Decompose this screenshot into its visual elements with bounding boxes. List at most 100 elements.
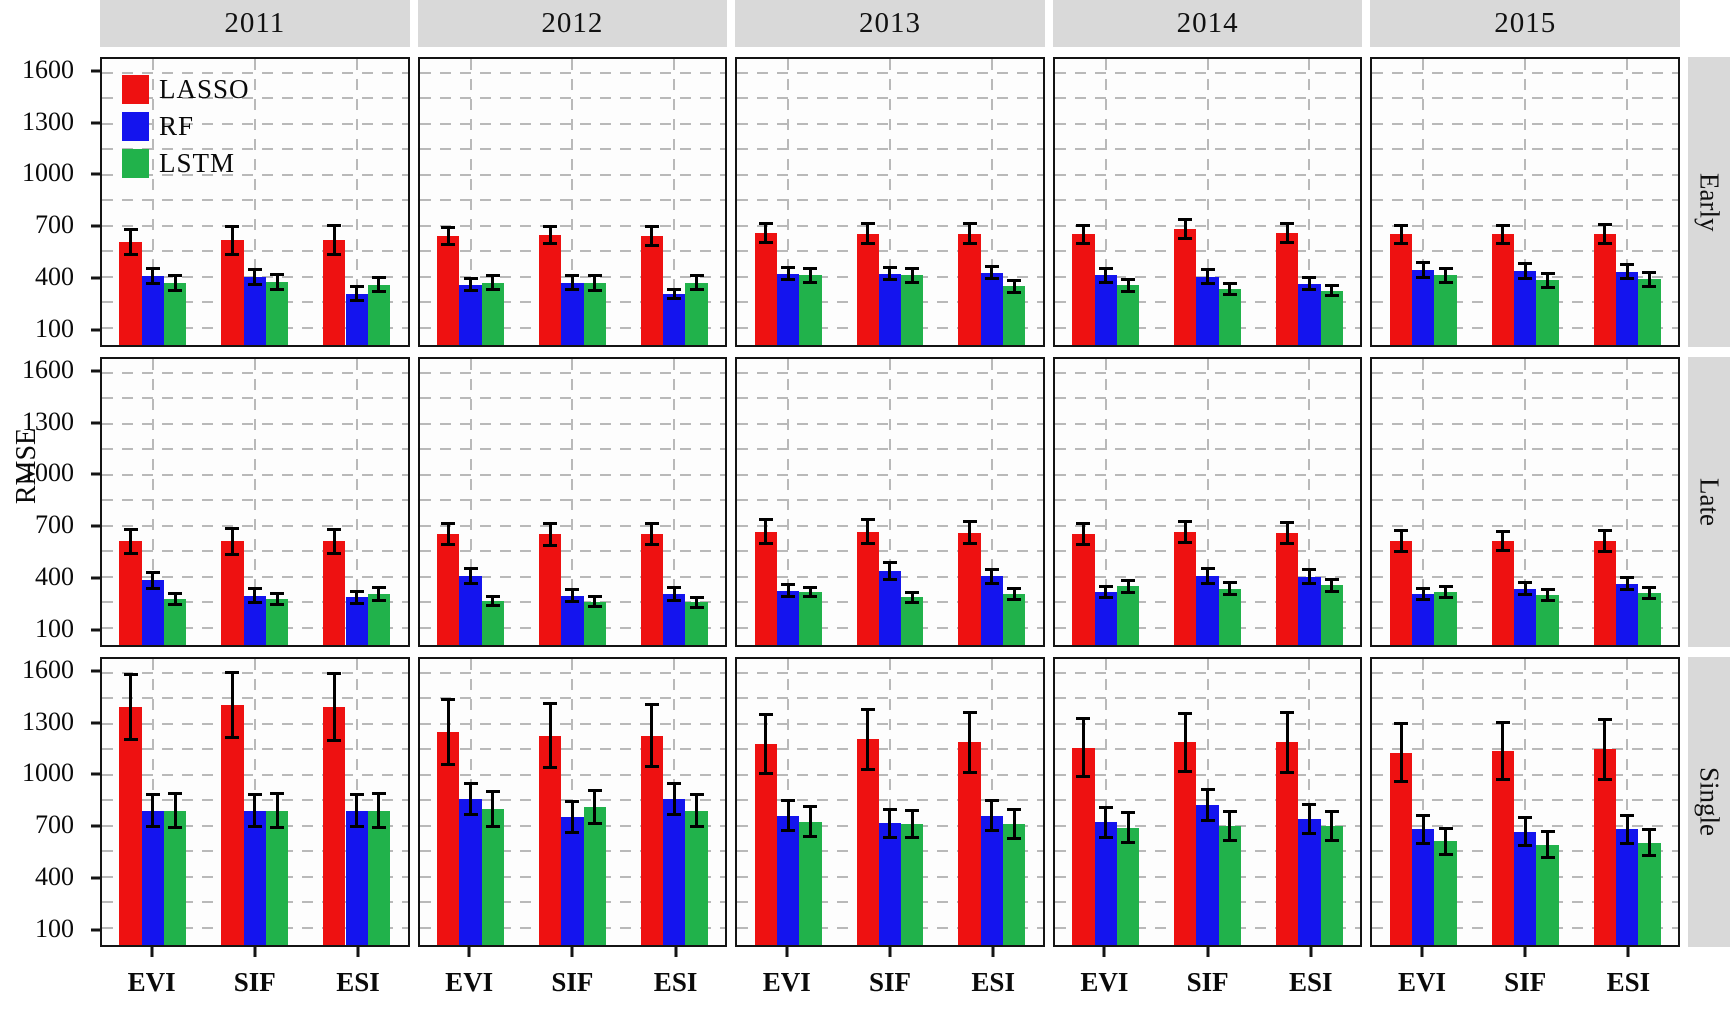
bar-lasso xyxy=(1389,541,1413,645)
error-bar-cap-top xyxy=(1076,522,1091,526)
error-bar-cap-top xyxy=(225,526,240,530)
bar-lasso xyxy=(323,541,346,645)
bar-lstm xyxy=(1116,827,1140,945)
v-gridline xyxy=(1524,59,1527,345)
error-bar-cap-top xyxy=(644,224,659,228)
error-bar-cap-bottom xyxy=(905,280,920,284)
error-bar-line xyxy=(1330,283,1334,298)
error-bar-cap-top xyxy=(1222,581,1237,585)
error-bar xyxy=(1222,809,1237,842)
error-bar-cap-top xyxy=(1121,277,1136,281)
bar-rf xyxy=(561,595,584,645)
error-bar-cap-bottom xyxy=(962,770,977,774)
bar-lstm xyxy=(901,597,924,645)
error-bar xyxy=(371,276,386,294)
error-bar-cap-top xyxy=(1222,809,1237,813)
error-bar-cap-top xyxy=(1438,826,1453,830)
error-bar-line xyxy=(491,594,495,607)
error-bar-cap-bottom xyxy=(1178,770,1193,774)
error-bar-cap-bottom xyxy=(644,244,659,248)
error-bar-cap-top xyxy=(168,791,183,795)
bar-rf xyxy=(663,593,686,645)
bar-lstm xyxy=(1638,593,1661,645)
bar-lstm xyxy=(799,592,822,645)
error-bar xyxy=(1438,826,1453,856)
x-axis-2013: EVI SIF ESI xyxy=(735,947,1045,1009)
error-bar xyxy=(1007,587,1022,601)
error-bar-cap-bottom xyxy=(441,763,456,767)
bar-rf xyxy=(980,272,1003,345)
error-bar-line xyxy=(253,792,257,829)
error-bar xyxy=(1518,581,1533,597)
error-bar-cap-bottom xyxy=(371,826,386,830)
error-bar xyxy=(123,227,138,257)
error-bar-line xyxy=(1444,266,1448,284)
v-gridline xyxy=(1626,659,1629,945)
error-bar-cap-top xyxy=(758,713,773,717)
error-bar-cap-top xyxy=(667,287,682,291)
bar-rf xyxy=(1094,822,1117,945)
error-bar-cap-bottom xyxy=(1416,597,1431,601)
error-bar-line xyxy=(764,221,768,244)
error-bar-cap-top xyxy=(327,527,342,531)
bar-lasso xyxy=(640,236,664,345)
bar-lasso xyxy=(119,242,142,345)
error-bar xyxy=(781,799,796,832)
error-bar-cap-bottom xyxy=(1178,237,1193,241)
error-bar-cap-top xyxy=(145,792,160,796)
y-tick-mark xyxy=(91,369,100,373)
bar-rf xyxy=(1196,576,1219,645)
error-bar-cap-bottom xyxy=(1222,593,1237,597)
bar-lstm xyxy=(583,807,606,945)
error-bar-cap-top xyxy=(587,789,602,793)
error-bar-cap-bottom xyxy=(1076,775,1091,779)
v-gridline xyxy=(469,59,472,345)
error-bar-line xyxy=(888,265,892,282)
x-axis-2011: EVI SIF ESI xyxy=(100,947,410,1009)
bar-lasso xyxy=(1491,750,1515,945)
error-bar xyxy=(441,698,456,767)
error-bar xyxy=(145,792,160,829)
error-bar-line xyxy=(1126,277,1130,294)
y-tick-mark xyxy=(91,421,100,425)
bar-lstm xyxy=(265,282,289,345)
bar-rf xyxy=(776,590,800,645)
error-bar-cap-top xyxy=(984,567,999,571)
error-bar-line xyxy=(593,273,597,293)
error-bar-cap-bottom xyxy=(1222,839,1237,842)
error-bar-line xyxy=(253,267,257,287)
error-bar-line xyxy=(1421,813,1425,845)
bar-rf xyxy=(980,815,1003,945)
y-axis-early: 100 400 700 1000 1300 1600 xyxy=(0,55,100,347)
error-bar-line xyxy=(990,567,994,585)
error-bar xyxy=(1518,816,1533,848)
error-bar-cap-bottom xyxy=(803,280,818,284)
error-bar-cap-top xyxy=(1495,721,1510,725)
error-bar-cap-bottom xyxy=(1076,543,1091,547)
y-tick-mark xyxy=(91,669,100,673)
error-bar xyxy=(349,792,364,829)
error-bar-cap-top xyxy=(1416,813,1431,817)
error-bar-cap-top xyxy=(270,592,285,596)
error-bar xyxy=(781,582,796,599)
facet-strip-label: Late xyxy=(1694,478,1725,526)
error-bar-line xyxy=(332,527,336,555)
error-bar-line xyxy=(1546,587,1549,602)
error-bar xyxy=(781,265,796,282)
x-tick-label: SIF xyxy=(551,967,594,997)
x-tick-mark xyxy=(253,947,257,957)
error-bar-line xyxy=(1523,261,1527,281)
bar-lasso xyxy=(640,735,664,945)
bar-lasso xyxy=(958,742,981,945)
error-bar-cap-top xyxy=(587,273,602,277)
v-gridline xyxy=(888,359,891,645)
panel-late-2015 xyxy=(1370,357,1680,647)
error-bar-cap-bottom xyxy=(1121,840,1136,844)
panel-early-2015 xyxy=(1370,57,1680,347)
error-bar xyxy=(1394,224,1409,245)
error-bar-line xyxy=(332,671,336,742)
bar-rf xyxy=(878,823,902,945)
panel-single-2015 xyxy=(1370,657,1680,947)
error-bar-cap-bottom xyxy=(371,598,386,602)
error-bar xyxy=(1324,809,1339,842)
